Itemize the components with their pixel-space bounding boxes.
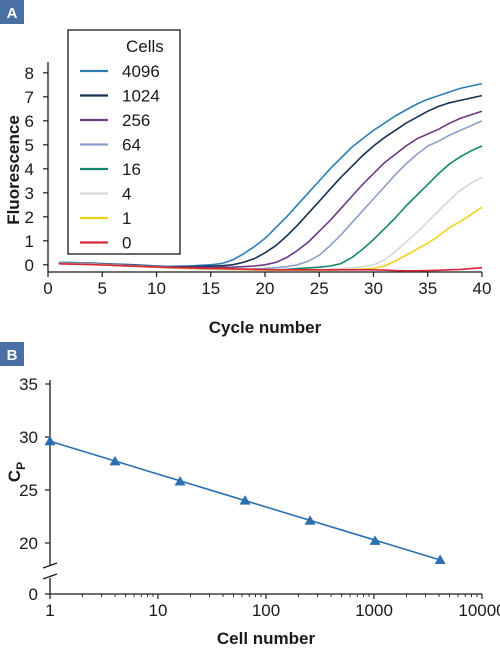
chart-b-y-axis-title: CP [5, 462, 28, 482]
panel-b-badge: B [0, 342, 24, 366]
chart-b-data-point [239, 495, 251, 505]
chart-a-x-tick-label: 5 [98, 279, 107, 298]
chart-a-y-tick-label: 0 [25, 256, 34, 275]
chart-b-axis-break-mark-1 [42, 562, 58, 569]
chart-b-x-tick-label: 1000 [355, 601, 393, 620]
chart-b-points [44, 435, 446, 564]
chart-b-data-point [369, 535, 381, 545]
panel-b-label: B [7, 347, 18, 364]
chart-b-y-tick-label: 0 [29, 585, 38, 604]
chart-a-axes [43, 62, 483, 277]
chart-a-legend-label-0: 0 [122, 234, 131, 253]
chart-a-y-tick-label: 6 [25, 112, 34, 131]
chart-a-series-lines [58, 82, 483, 272]
chart-b-y-tick-label: 35 [19, 375, 38, 394]
chart-b-data-point [44, 435, 56, 446]
chart-a-y-tick-label: 1 [25, 232, 34, 251]
chart-a-legend-label-4096: 4096 [122, 62, 160, 81]
chart-a-x-tick-label: 30 [364, 279, 383, 298]
panel-a-label: A [7, 5, 18, 22]
chart-b-axes [42, 380, 483, 599]
chart-b-y-tick-label: 30 [19, 428, 38, 447]
chart-a-y-tick-label: 8 [25, 64, 34, 83]
chart-b-x-tick-label: 1 [45, 601, 54, 620]
chart-a-legend-label-256: 256 [122, 111, 150, 130]
chart-a-legend-box [67, 29, 181, 255]
chart-a-legend-label-64: 64 [122, 136, 141, 155]
chart-b-data-point [109, 455, 121, 466]
chart-a-y-tick-label: 5 [25, 136, 34, 155]
chart-a-y-tick-label: 3 [25, 184, 34, 203]
chart-b-x-axis-title: Cell number [217, 629, 316, 648]
chart-a-legend-title: Cells [126, 37, 164, 56]
chart-a-legend-label-1024: 1024 [122, 87, 160, 106]
chart-a-legend-label-4: 4 [122, 185, 131, 204]
chart-b-y-tick-label: 20 [19, 534, 38, 553]
chart-b-x-tick-label: 100 [252, 601, 280, 620]
chart-a-y-tick-label: 2 [25, 208, 34, 227]
chart-a-x-tick-label: 25 [310, 279, 329, 298]
chart-b-axis-break-mark-2 [42, 573, 58, 580]
chart-a-x-tick-label: 0 [43, 279, 52, 298]
panel-a-badge: A [0, 0, 24, 24]
chart-a-y-tick-label: 7 [25, 88, 34, 107]
panel-a-badge-box [0, 0, 24, 24]
chart-b-data-point [304, 515, 316, 525]
chart-a-x-tick-label: 10 [147, 279, 166, 298]
chart-b-y-tick-label: 25 [19, 481, 38, 500]
chart-b-y-axis-title-subscript: P [14, 462, 28, 470]
chart-b-data-point [434, 554, 446, 564]
chart-a-x-tick-label: 20 [256, 279, 275, 298]
chart-b-y-axis-title-main: C [5, 470, 24, 482]
chart-a-legend: Cells 4096 1024 256 64 16 4 1 0 [67, 29, 181, 255]
chart-b-data-point [174, 476, 186, 486]
chart-a-legend-label-16: 16 [122, 160, 141, 179]
chart-b-x-tick-label: 10 [149, 601, 168, 620]
chart-a-y-tick-label: 4 [25, 160, 34, 179]
chart-a-x-axis-title: Cycle number [209, 318, 322, 337]
chart-a-series-line-0 [58, 263, 483, 272]
chart-a-x-tick-label: 40 [473, 279, 492, 298]
chart-a-legend-label-1: 1 [122, 209, 131, 228]
chart-a-x-tick-label: 15 [201, 279, 220, 298]
chart-a-x-tick-label: 35 [418, 279, 437, 298]
panel-b-badge-box [0, 342, 24, 366]
chart-a-y-axis-title: Fluorescence [4, 115, 23, 225]
